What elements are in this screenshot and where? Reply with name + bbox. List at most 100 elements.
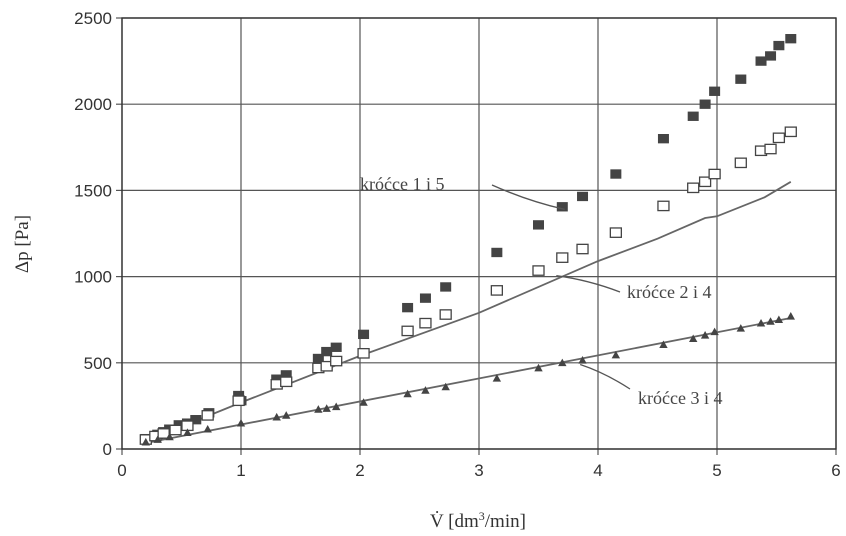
series-1-point-14	[330, 342, 342, 352]
x-axis-label: V̇ [dm3/min]	[430, 509, 526, 532]
annotations: króćce 1 i 5 króćce 2 i 4 króćce 3 i 4	[360, 174, 722, 408]
x-tick-label-0: 0	[117, 461, 126, 480]
series-1-point-15	[358, 329, 370, 340]
series-1-point-17	[419, 293, 431, 303]
y-tick-label-0: 0	[103, 440, 112, 459]
series-2-point-27	[764, 143, 777, 155]
series-3-point-8	[314, 405, 323, 413]
annotation-leader-3	[579, 363, 631, 390]
y-tick-label-1: 500	[84, 354, 112, 373]
series-2-point-18	[556, 252, 569, 263]
x-tick-label-1: 1	[236, 461, 245, 480]
y-tick-label-3: 1500	[74, 181, 112, 200]
series-3-point-17	[558, 358, 567, 367]
x-tick-label-2: 2	[355, 461, 364, 480]
series-2-point-17	[532, 265, 545, 276]
series-1-point-26	[699, 99, 711, 109]
series-3-point-2	[165, 432, 174, 441]
series-3-point-26	[766, 317, 775, 325]
series-3-point-15	[492, 374, 502, 382]
series-3-point-14	[441, 382, 450, 391]
series-1-point-6	[190, 415, 202, 425]
series-3-point-21	[689, 334, 698, 343]
series-1-point-23	[610, 169, 622, 179]
series-2-point-16	[490, 285, 504, 296]
series-3-point-10	[332, 402, 341, 411]
series-3-point-7	[282, 411, 291, 419]
series-2-point-22	[687, 182, 700, 194]
series-2-point-19	[576, 243, 589, 255]
series-1-point-32	[785, 34, 797, 44]
fit-line-3	[145, 317, 791, 444]
series-3-point-6	[272, 412, 281, 421]
grid	[116, 17, 837, 455]
series-2-point-14	[419, 317, 432, 329]
series-1	[140, 34, 797, 444]
series-2-point-20	[609, 227, 622, 238]
fit-line-2	[145, 181, 792, 443]
tick-labels: 0 1 2 3 4 5 6 0 500 1000 1500 2000 2500	[74, 9, 841, 480]
series-3-point-11	[359, 398, 368, 406]
series-3-point-28	[786, 312, 795, 320]
series-1-point-12	[312, 353, 324, 364]
series-2-point-21	[657, 200, 670, 212]
annotation-leaders	[491, 184, 631, 390]
series-2-point-28	[772, 132, 786, 144]
series-3-point-12	[403, 389, 412, 398]
series-1-point-11	[280, 370, 292, 380]
series-2-point-15	[439, 309, 452, 320]
series-1-point-13	[321, 346, 333, 357]
series-3-point-4	[203, 424, 212, 433]
y-tick-label-4: 2000	[74, 95, 112, 114]
annotation-label-3: króćce 3 i 4	[638, 388, 722, 408]
series-2-point-2	[157, 428, 170, 439]
series-2-point-12	[357, 347, 370, 359]
series-3-point-1	[153, 435, 162, 443]
series-3	[141, 312, 795, 446]
series-3-point-19	[611, 350, 621, 359]
series-1-point-24	[657, 134, 669, 144]
series-1-point-31	[773, 40, 785, 51]
series-3-point-25	[756, 318, 766, 327]
series-2-point-25	[734, 157, 747, 169]
series-3-point-16	[534, 363, 543, 372]
annotation-label-2: króćce 2 i 4	[627, 282, 711, 302]
x-tick-label-4: 4	[593, 461, 602, 480]
series-2	[139, 126, 797, 445]
series-2-point-29	[784, 126, 797, 138]
data-markers	[139, 34, 797, 446]
series-3-point-3	[183, 428, 192, 436]
series-1-point-21	[556, 202, 568, 212]
series-2-point-8	[280, 376, 293, 388]
series-2-point-23	[698, 176, 712, 188]
x-tick-label-6: 6	[831, 461, 840, 480]
annotation-leader-2	[556, 275, 621, 293]
series-1-point-30	[765, 51, 777, 61]
series-1-point-27	[709, 86, 721, 96]
series-1-point-28	[735, 74, 747, 84]
series-1-point-20	[533, 220, 544, 230]
series-3-point-22	[700, 331, 710, 339]
fit-lines	[145, 181, 792, 444]
x-tick-label-3: 3	[474, 461, 483, 480]
series-1-point-22	[577, 191, 589, 202]
series-3-point-13	[421, 386, 430, 394]
series-2-point-5	[201, 410, 214, 421]
series-1-point-18	[440, 282, 452, 292]
plot-frame	[121, 17, 837, 450]
series-2-point-11	[330, 355, 343, 367]
series-3-point-9	[322, 404, 331, 412]
annotation-label-1: króćce 1 i 5	[360, 174, 444, 194]
series-2-point-13	[401, 325, 414, 337]
series-3-point-20	[659, 340, 668, 349]
annotation-leader-1	[491, 184, 565, 211]
series-3-point-24	[736, 324, 745, 332]
series-1-point-16	[402, 302, 414, 313]
series-3-point-0	[141, 437, 150, 446]
series-2-point-3	[169, 424, 182, 436]
y-tick-label-5: 2500	[74, 9, 112, 28]
series-1-point-19	[491, 247, 503, 258]
series-3-point-23	[710, 327, 719, 336]
y-tick-label-2: 1000	[74, 268, 112, 287]
